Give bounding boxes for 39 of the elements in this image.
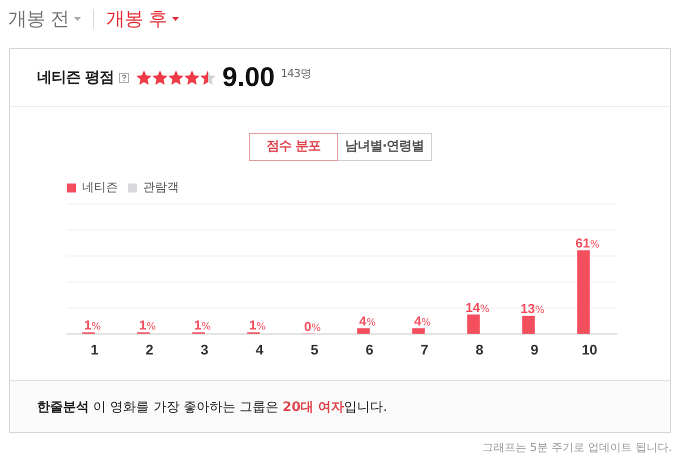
x-tick-label: 1 [90,341,99,358]
bar [577,250,590,334]
text: 이 영화를 가장 좋아하는 그룹은 [93,398,279,416]
data-label: 61% [576,236,600,251]
x-tick-label: 8 [476,341,484,358]
legend-label: 관람객 [143,180,179,194]
x-tick-label: 10 [582,341,598,358]
text: 143명 [280,66,311,81]
text: 점수 분포 [249,133,338,161]
data-label: 4% [359,314,376,329]
legend-label: 네티즌 [82,180,118,194]
x-tick-label: 6 [366,341,374,358]
text: 한줄분석 [37,398,89,416]
data-label: 1% [194,318,211,333]
text: 개봉 후 [106,7,168,32]
x-tick-label: 7 [420,341,429,358]
text: 남녀별·연령별 [338,133,432,161]
bar [467,314,480,334]
bar [412,328,425,334]
data-label: 1% [139,318,156,333]
data-label: 1% [249,318,266,333]
text: 그래프는 5분 주기로 업데이트 됩니다. [482,440,672,455]
x-tick-label: 2 [146,341,154,358]
data-label: 4% [414,314,431,329]
chart-title: 네티즌 평점 [37,68,114,87]
x-tick-label: 3 [200,341,209,358]
bar [522,316,535,334]
text: 입니다. [344,398,388,416]
data-label: 0% [304,319,321,334]
data-label: 13% [520,301,544,316]
bar [357,328,370,334]
text: 9.00 [222,62,275,93]
data-label: 1% [84,318,101,333]
x-tick-label: 9 [530,341,539,358]
text: 개봉 전 [8,7,70,32]
x-tick-label: 5 [310,341,319,358]
x-tick-label: 4 [256,341,264,358]
data-label: 14% [466,300,490,315]
text: 20대 여자 [282,398,344,416]
